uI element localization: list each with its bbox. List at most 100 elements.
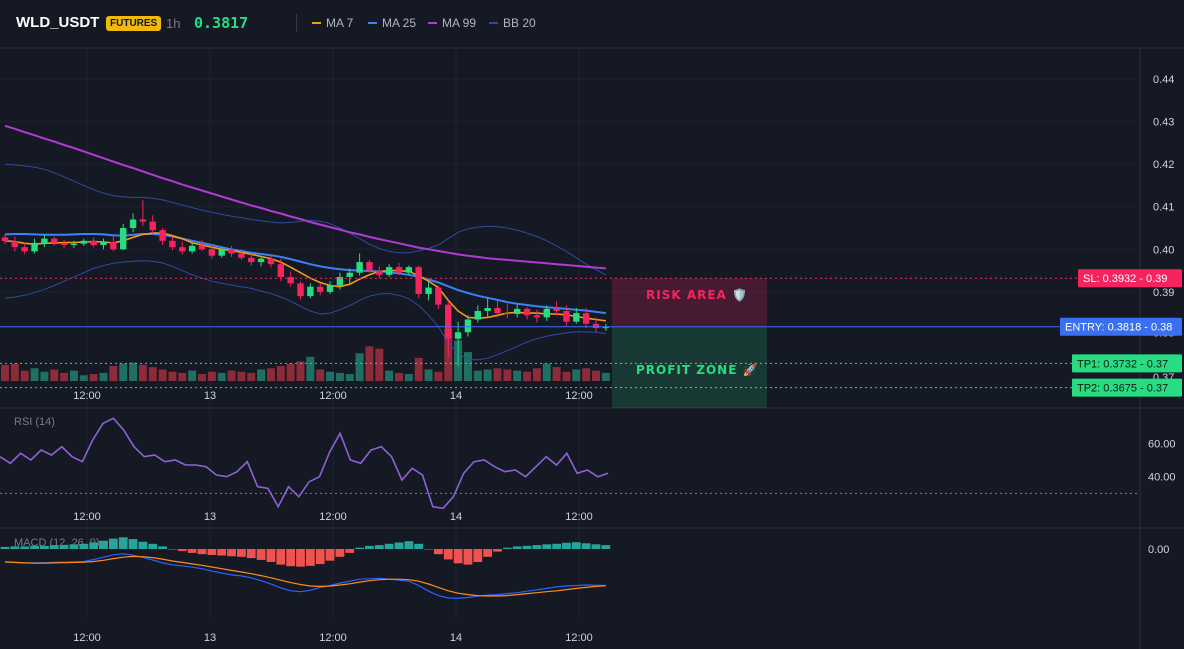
macd-histogram-bar xyxy=(571,542,581,549)
candle-body xyxy=(484,308,491,311)
candle-body xyxy=(149,221,156,231)
macd-histogram-bar xyxy=(0,546,10,549)
macd-histogram-bar xyxy=(118,537,128,549)
candle-body xyxy=(139,219,147,222)
volume-bar xyxy=(592,370,600,381)
volume-bar xyxy=(473,370,482,381)
macd-histogram-bar xyxy=(424,549,433,550)
macd-histogram-bar xyxy=(325,549,335,561)
macd-histogram-bar xyxy=(355,547,364,549)
volume-bar xyxy=(542,363,551,381)
candle-body xyxy=(31,242,38,252)
price-axis: 0.440.430.420.410.400.390.380.370.37 xyxy=(1153,74,1174,384)
profit-zone xyxy=(612,326,767,408)
tp1-tag: TP1: 0.3732 - 0.37 xyxy=(1072,354,1182,373)
macd-histogram-bar xyxy=(197,549,207,555)
volume-bar xyxy=(30,368,39,381)
macd-histogram-bar xyxy=(296,549,305,567)
candle-body xyxy=(602,327,610,329)
candle-body xyxy=(228,249,235,254)
macd-histogram-bar xyxy=(89,542,99,549)
macd-histogram-bar xyxy=(512,546,522,549)
volume-bar xyxy=(355,353,364,381)
candle-body xyxy=(188,245,196,252)
macd-histogram-bar xyxy=(108,538,118,549)
candle-body xyxy=(425,287,432,294)
bb-lower-line xyxy=(4,260,606,361)
volume-bar xyxy=(296,361,305,381)
candle-body xyxy=(90,240,97,246)
macd-histogram-bar xyxy=(286,549,296,567)
time-tick-label: 14 xyxy=(450,632,462,644)
time-tick-label: 12:00 xyxy=(565,390,593,402)
volume-bar xyxy=(572,369,581,381)
rsi-pane: RSI (14) 60.00 40.00 xyxy=(0,416,1176,510)
candle-body xyxy=(533,315,541,318)
candle-body xyxy=(169,240,176,248)
candle-body xyxy=(238,253,245,258)
macd-histogram-bar xyxy=(256,549,266,560)
legend-ma99-label: MA 99 xyxy=(442,16,477,30)
macd-histogram-bar xyxy=(276,549,286,565)
volume-bar xyxy=(424,369,433,381)
timeframe-label[interactable]: 1h xyxy=(166,16,181,31)
candle-body xyxy=(336,276,344,286)
candle-body xyxy=(494,308,501,314)
macd-histogram-bar xyxy=(522,545,532,549)
macd-histogram-bar xyxy=(20,546,30,549)
time-tick-label: 13 xyxy=(204,632,216,644)
volume-bar xyxy=(286,363,295,381)
macd-histogram-bar xyxy=(581,543,591,549)
macd-histogram-bar xyxy=(30,545,39,549)
legend-ma7[interactable]: MA 7 xyxy=(312,16,353,30)
legend-ma25[interactable]: MA 25 xyxy=(368,16,416,30)
time-tick-label: 12:00 xyxy=(73,511,101,523)
volume-bar xyxy=(207,371,216,381)
candle-body xyxy=(11,241,19,248)
volume-bar xyxy=(158,369,167,381)
volume-bar xyxy=(266,368,275,381)
candle-body xyxy=(60,242,68,246)
macd-histogram-bar xyxy=(148,543,158,549)
candle-body xyxy=(356,262,363,273)
ma25-swatch xyxy=(368,22,377,24)
sl-tag-text: SL: 0.3932 - 0.39 xyxy=(1083,273,1167,285)
candle-body xyxy=(1,237,9,242)
candle-body xyxy=(287,276,294,284)
ma99-line xyxy=(4,124,606,270)
macd-histogram-bar xyxy=(374,545,384,549)
macd-histogram-bar xyxy=(237,549,246,557)
macd-histogram-bar xyxy=(305,549,315,566)
macd-histogram-bar xyxy=(335,549,345,557)
legend-ma99[interactable]: MA 99 xyxy=(428,16,476,30)
macd-histogram-bar xyxy=(365,545,374,549)
futures-badge: FUTURES xyxy=(106,16,162,31)
volume-bar xyxy=(276,365,285,381)
candle-body xyxy=(405,267,413,273)
legend-bb20-label: BB 20 xyxy=(503,16,536,30)
macd-histogram-bar xyxy=(443,549,453,560)
macd-histogram-bar xyxy=(394,542,404,549)
candle-body xyxy=(553,308,560,311)
candle-body xyxy=(504,313,511,315)
macd-histogram-bar xyxy=(59,544,69,549)
time-tick-label: 12:00 xyxy=(565,511,593,523)
time-tick-label: 14 xyxy=(450,511,462,523)
tp2-tag: TP2: 0.3675 - 0.37 xyxy=(1072,378,1182,397)
candle-body xyxy=(129,219,137,228)
volume-bar xyxy=(404,374,413,381)
candles xyxy=(1,200,610,367)
ma99-swatch xyxy=(428,22,437,24)
symbol-name[interactable]: WLD_USDT xyxy=(16,14,100,31)
candle-body xyxy=(208,249,216,256)
candle-body xyxy=(543,308,550,318)
volume-bar xyxy=(217,372,226,381)
time-axes: 12:00 13 12:00 14 12:00 12:00 13 12:00 14 12:00 12… xyxy=(73,390,593,644)
candle-body xyxy=(41,238,48,243)
legend-bb20[interactable]: BB 20 xyxy=(489,16,536,30)
macd-histogram-bar xyxy=(69,544,79,549)
macd-histogram-bar xyxy=(207,549,217,555)
macd-histogram-bar xyxy=(246,549,256,559)
volume-bar xyxy=(345,374,354,381)
